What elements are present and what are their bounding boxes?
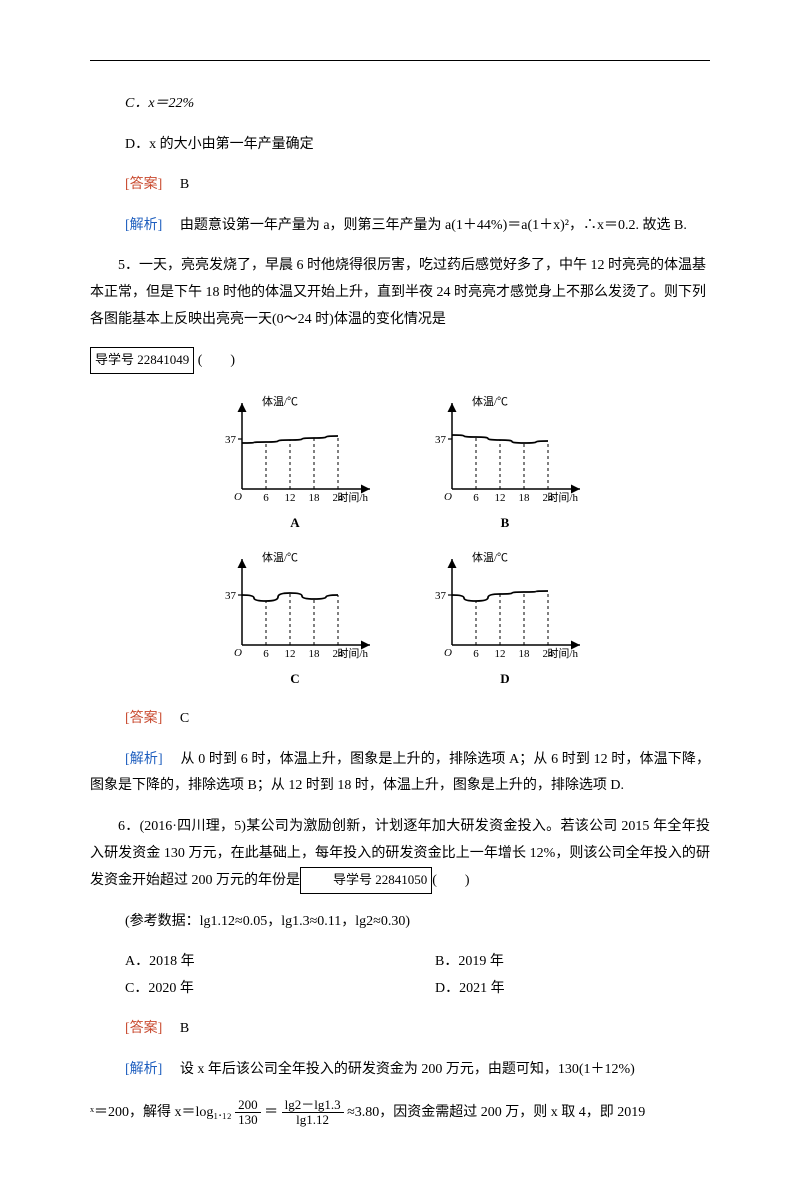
chart-B: 体温/℃时间/h37O6121824 B xyxy=(420,389,590,536)
svg-text:体温/℃: 体温/℃ xyxy=(262,550,298,564)
svg-text:37: 37 xyxy=(225,590,237,602)
q6-options-row2: C．2020 年 D．2021 年 xyxy=(90,976,710,1003)
svg-text:6: 6 xyxy=(263,492,269,504)
frac-2: lg2－lg1.3 lg1.12 xyxy=(282,1098,344,1128)
answer-label: [答案] xyxy=(125,177,162,192)
svg-text:O: O xyxy=(234,647,242,659)
q5-tag-row: 导学号 22841049 ( ) xyxy=(90,347,710,375)
caption-C: C xyxy=(210,667,380,692)
svg-text:24: 24 xyxy=(333,648,345,660)
svg-text:6: 6 xyxy=(473,492,479,504)
svg-text:O: O xyxy=(234,491,242,503)
q6-opt-b: B．2019 年 xyxy=(400,949,710,976)
q6-exp2b: ≈3.80，因资金需超过 200 万，则 x 取 4，即 2019 xyxy=(347,1105,645,1120)
frac-1: 200 130 xyxy=(235,1098,261,1128)
q6-opt-a: A．2018 年 xyxy=(90,949,400,976)
svg-text:18: 18 xyxy=(519,648,531,660)
svg-text:18: 18 xyxy=(309,648,321,660)
q5-explanation-text: 从 0 时到 6 时，体温上升，图象是上升的，排除选项 A；从 6 时到 12 … xyxy=(90,752,710,794)
q6-ref: (参考数据：lg1.12≈0.05，lg1.3≈0.11，lg2≈0.30) xyxy=(90,909,710,936)
top-rule xyxy=(90,60,710,61)
option-d: D．x 的大小由第一年产量确定 xyxy=(90,132,710,159)
svg-text:12: 12 xyxy=(495,648,506,660)
explanation-text: 由题意设第一年产量为 a，则第三年产量为 a(1＋44%)＝a(1＋x)²，∴x… xyxy=(180,218,687,233)
answer-value: B xyxy=(180,177,189,192)
chart-row-2: 体温/℃时间/h37O6121824 C 体温/℃时间/h37O6121824 … xyxy=(90,545,710,692)
q6-paren: ( ) xyxy=(432,873,469,888)
q6-explanation-label: [解析] xyxy=(125,1062,162,1077)
q5-explanation-label: [解析] xyxy=(125,752,163,767)
svg-text:12: 12 xyxy=(285,492,296,504)
q6-answer-line: [答案] B xyxy=(90,1016,710,1043)
q6-opt-d: D．2021 年 xyxy=(400,976,710,1003)
svg-text:12: 12 xyxy=(495,492,506,504)
q6-explanation1: [解析] 设 x 年后该公司全年投入的研发资金为 200 万元，由题可知，130… xyxy=(90,1057,710,1084)
answer-line: [答案] B xyxy=(90,172,710,199)
svg-text:18: 18 xyxy=(519,492,531,504)
caption-D: D xyxy=(420,667,590,692)
guide-box-q5: 导学号 22841049 xyxy=(90,347,194,374)
svg-text:18: 18 xyxy=(309,492,321,504)
explanation-line: [解析] 由题意设第一年产量为 a，则第三年产量为 a(1＋44%)＝a(1＋x… xyxy=(90,213,710,240)
q6-answer-value: B xyxy=(180,1021,189,1036)
chart-C: 体温/℃时间/h37O6121824 C xyxy=(210,545,380,692)
q6-exp2a: ˣ＝200，解得 x＝log₁.₁₂ xyxy=(90,1105,232,1120)
guide-box-q6: 导学号 22841050 xyxy=(300,867,432,894)
chart-row-1: 体温/℃时间/h37O6121824 A 体温/℃时间/h37O6121824 … xyxy=(90,389,710,536)
q5-answer-line: [答案] C xyxy=(90,706,710,733)
q6-exp1: 设 x 年后该公司全年投入的研发资金为 200 万元，由题可知，130(1＋12… xyxy=(180,1062,635,1077)
svg-text:体温/℃: 体温/℃ xyxy=(262,394,298,408)
svg-text:24: 24 xyxy=(333,492,345,504)
option-c: C．x＝22% xyxy=(90,91,710,118)
page: C．x＝22% D．x 的大小由第一年产量确定 [答案] B [解析] 由题意设… xyxy=(0,0,800,1181)
svg-text:24: 24 xyxy=(543,492,555,504)
chart-D: 体温/℃时间/h37O6121824 D xyxy=(420,545,590,692)
q6-stem: 6．(2016·四川理，5)某公司为激励创新，计划逐年加大研发资金投入。若该公司… xyxy=(90,814,710,895)
caption-A: A xyxy=(210,511,380,536)
svg-text:体温/℃: 体温/℃ xyxy=(472,394,508,408)
q6-explanation2: ˣ＝200，解得 x＝log₁.₁₂ 200 130 ＝ lg2－lg1.3 l… xyxy=(90,1098,710,1128)
q6-options-row1: A．2018 年 B．2019 年 xyxy=(90,949,710,976)
caption-B: B xyxy=(420,511,590,536)
svg-text:37: 37 xyxy=(225,434,237,446)
q6-answer-label: [答案] xyxy=(125,1021,162,1036)
svg-text:24: 24 xyxy=(543,648,555,660)
q5-answer-label: [答案] xyxy=(125,711,162,726)
q5-answer-value: C xyxy=(180,711,189,726)
svg-text:6: 6 xyxy=(263,648,269,660)
explanation-label: [解析] xyxy=(125,218,162,233)
q5-explanation: [解析] 从 0 时到 6 时，体温上升，图象是上升的，排除选项 A；从 6 时… xyxy=(90,747,710,800)
svg-text:O: O xyxy=(444,491,452,503)
svg-text:体温/℃: 体温/℃ xyxy=(472,550,508,564)
svg-text:6: 6 xyxy=(473,648,479,660)
svg-text:12: 12 xyxy=(285,648,296,660)
svg-text:O: O xyxy=(444,647,452,659)
svg-text:37: 37 xyxy=(435,434,447,446)
q6-opt-c: C．2020 年 xyxy=(90,976,400,1003)
svg-text:37: 37 xyxy=(435,590,447,602)
q5-stem: 5．一天，亮亮发烧了，早晨 6 时他烧得很厉害，吃过药后感觉好多了，中午 12 … xyxy=(90,253,710,333)
chart-A: 体温/℃时间/h37O6121824 A xyxy=(210,389,380,536)
q5-paren: ( ) xyxy=(198,353,235,368)
